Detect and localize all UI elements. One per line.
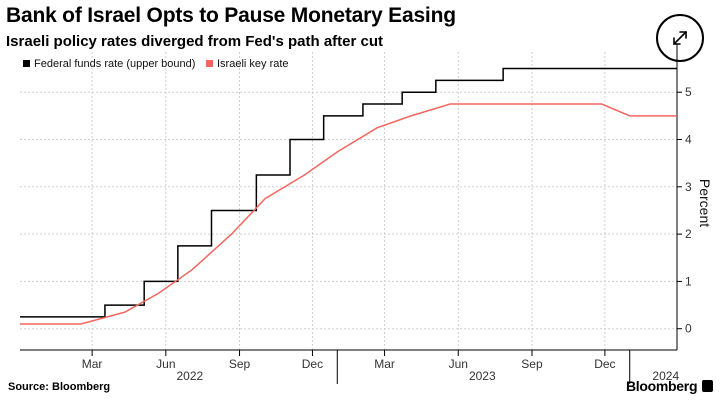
x-tick-label: Dec	[594, 357, 615, 371]
x-year-label: 2023	[469, 369, 496, 383]
x-tick-label: Sep	[229, 357, 251, 371]
series-line-fed-funds	[20, 67, 677, 318]
legend-swatch	[206, 60, 213, 67]
chart-title: Bank of Israel Opts to Pause Monetary Ea…	[6, 4, 456, 27]
y-axis-label: Percent	[697, 179, 713, 227]
y-axis-ticks: 0 1 2 3 4 5	[676, 44, 692, 350]
legend-entry: Federal funds rate (upper bound)	[34, 58, 195, 70]
expand-arrows-icon	[673, 31, 687, 45]
source-note: Source: Bloomberg	[8, 381, 111, 393]
x-axis: Mar Jun Sep Dec Mar Jun Sep Dec 2022 2023 2024	[20, 349, 679, 384]
legend: Federal funds rate (upper bound) Israeli …	[23, 58, 289, 70]
x-tick-label: Mar	[374, 357, 395, 371]
x-year-label: 2024	[652, 369, 679, 383]
y-tick-label: 5	[685, 85, 692, 99]
grid-lines	[20, 52, 677, 350]
legend-swatch	[23, 60, 30, 67]
chart-subtitle: Israeli policy rates diverged from Fed's…	[6, 33, 384, 50]
brand-logo: Bloomberg	[626, 378, 698, 394]
y-tick-label: 0	[685, 322, 692, 336]
expand-button[interactable]	[656, 14, 704, 62]
y-tick-label: 4	[685, 133, 692, 147]
y-tick-label: 3	[685, 180, 692, 194]
x-tick-label: Sep	[521, 357, 543, 371]
x-tick-label: Mar	[82, 357, 103, 371]
y-tick-label: 2	[685, 227, 692, 241]
x-tick-label: Dec	[302, 357, 323, 371]
x-tick-label: Jun	[449, 357, 468, 371]
x-year-label: 2022	[177, 369, 204, 383]
y-tick-label: 1	[685, 274, 692, 288]
series-line-israel-key	[20, 103, 677, 325]
series-lines	[20, 67, 677, 325]
bloomberg-terminal-icon	[702, 380, 713, 392]
legend-entry: Israeli key rate	[217, 58, 289, 70]
x-tick-label: Jun	[156, 357, 175, 371]
